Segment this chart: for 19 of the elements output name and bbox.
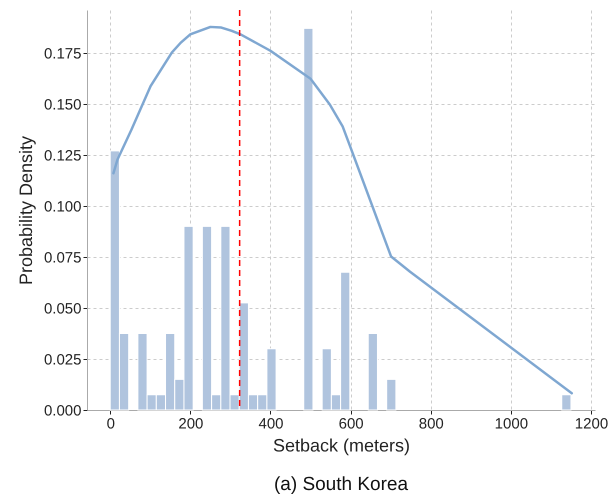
- x-axis-title: Setback (meters): [272, 436, 410, 456]
- y-tick-label: 0.175: [44, 45, 82, 62]
- y-tick-label: 0.075: [44, 249, 82, 266]
- x-tick-label: 1200: [574, 416, 608, 432]
- x-tick-label: 0: [106, 416, 115, 432]
- line-series: [112, 26, 574, 395]
- y-tick-label: 0.000: [44, 402, 82, 420]
- y-axis-title: Probability Density: [16, 136, 36, 286]
- y-tick-label: 0.025: [44, 351, 82, 368]
- x-tick-label: 400: [258, 416, 284, 432]
- x-tick-label: 1000: [494, 416, 528, 432]
- y-tick-label: 0.100: [44, 198, 82, 216]
- y-tick-label: 0.150: [44, 96, 82, 114]
- text: (a) South Korea: [274, 474, 408, 495]
- y-tick-label: 0.125: [44, 147, 82, 164]
- x-tick-label: 200: [178, 416, 204, 432]
- x-tick-label: 600: [338, 416, 364, 432]
- y-tick-label: 0.050: [44, 300, 82, 318]
- x-tick-label: 800: [418, 416, 444, 432]
